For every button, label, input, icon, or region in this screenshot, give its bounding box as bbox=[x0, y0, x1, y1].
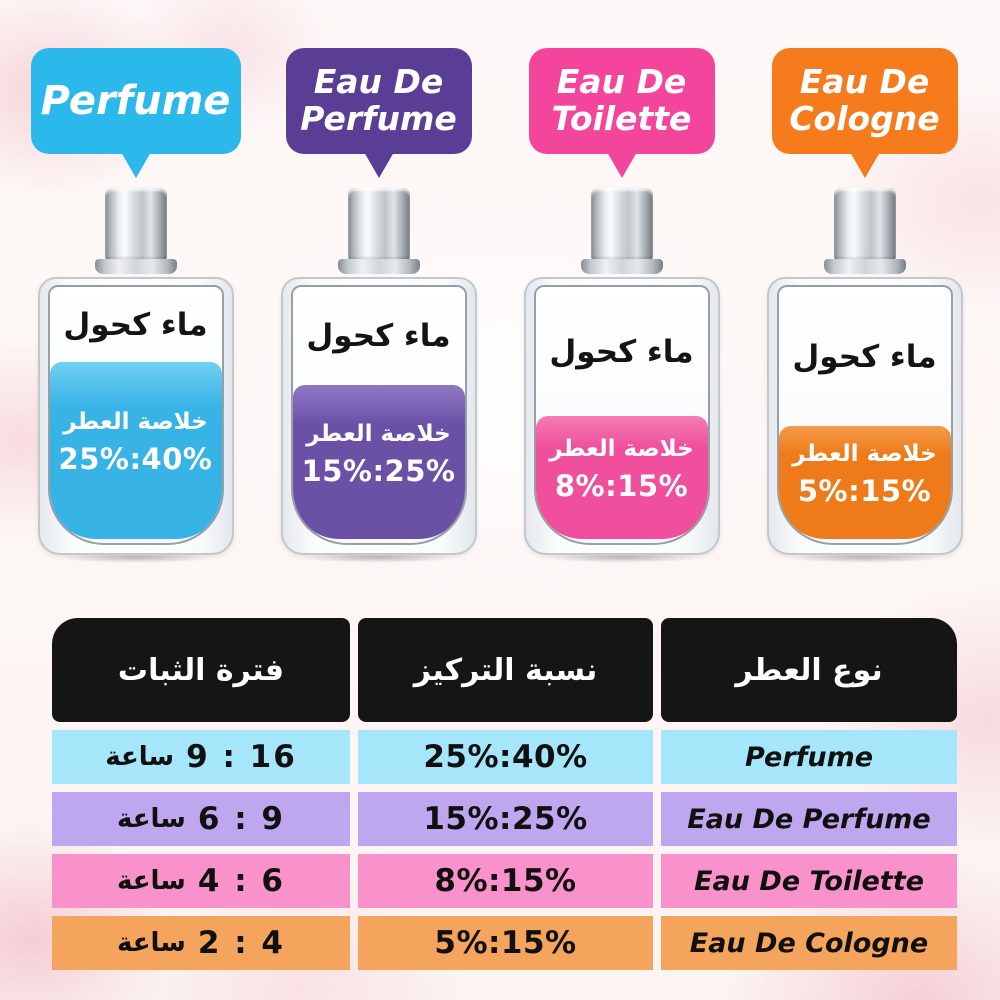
bottle-collar bbox=[580, 259, 663, 274]
bubble-label-line1: Perfume bbox=[40, 77, 231, 124]
bottle-inner: ماء كحول خلاصة العطر 15%:25% bbox=[290, 285, 467, 545]
eau-de-perfume-bottle: ماء كحول خلاصة العطر 15%:25% bbox=[271, 188, 486, 565]
bubble-label-line1: Eau De bbox=[799, 62, 930, 102]
bottle-cap bbox=[104, 188, 167, 260]
bubble-tail bbox=[120, 152, 151, 178]
eau-de-cologne-liquid: خلاصة العطر 5%:15% bbox=[778, 426, 951, 539]
essence-label: خلاصة العطر bbox=[792, 441, 937, 468]
duration-cell: ساعة 6 : 9 bbox=[52, 792, 350, 846]
essence-label: خلاصة العطر bbox=[549, 436, 694, 463]
column-perfume: Perfume ماء كحول خلاصة العطر 25%:40% bbox=[14, 0, 257, 565]
type-cell: Eau De Toilette bbox=[661, 854, 957, 908]
bubble-tail bbox=[849, 152, 880, 178]
alcohol-water-label: ماء كحول bbox=[549, 333, 694, 370]
bottle-inner: ماء كحول خلاصة العطر 25%:40% bbox=[47, 285, 224, 545]
hours-range: 2 : 4 bbox=[197, 925, 285, 961]
bubble-label-line1: Eau De bbox=[556, 62, 687, 102]
duration-cell: ساعة 4 : 6 bbox=[52, 854, 350, 908]
concentration-value: 8%:15% bbox=[554, 469, 689, 504]
duration-cell: ساعة 9 : 16 bbox=[52, 730, 350, 784]
bottle-columns: Perfume ماء كحول خلاصة العطر 25%:40% bbox=[14, 0, 986, 565]
bottle-body: ماء كحول خلاصة العطر 25%:40% bbox=[37, 277, 234, 555]
type-cell: Eau De Cologne bbox=[661, 916, 957, 970]
bubble-tail bbox=[363, 152, 394, 178]
header-concentration: نسبة التركيز bbox=[358, 618, 653, 722]
hours-range: 9 : 16 bbox=[186, 739, 297, 775]
type-cell: Eau De Perfume bbox=[661, 792, 957, 846]
eau-de-toilette-label-bubble: Eau De Toilette bbox=[528, 48, 715, 154]
alcohol-water-label: ماء كحول bbox=[63, 306, 208, 343]
bottle-body: ماء كحول خلاصة العطر 5%:15% bbox=[766, 277, 963, 555]
eau-de-cologne-label-bubble: Eau De Cologne bbox=[771, 48, 958, 154]
bubble-label-line1: Eau De bbox=[313, 62, 444, 102]
essence-label: خلاصة العطر bbox=[306, 420, 451, 447]
hours-unit: ساعة bbox=[117, 928, 186, 958]
bottle-cap bbox=[833, 188, 896, 260]
duration-cell: ساعة 2 : 4 bbox=[52, 916, 350, 970]
column-eau-de-toilette: Eau De Toilette ماء كحول خلاصة العطر 8%:… bbox=[500, 0, 743, 565]
alcohol-water-label: ماء كحول bbox=[306, 318, 451, 355]
hours-unit: ساعة bbox=[105, 742, 175, 772]
eau-de-cologne-bottle: ماء كحول خلاصة العطر 5%:15% bbox=[757, 188, 972, 565]
bottle-body: ماء كحول خلاصة العطر 8%:15% bbox=[523, 277, 720, 555]
concentration-cell: 25%:40% bbox=[358, 730, 653, 784]
bottle-cap bbox=[347, 188, 410, 260]
eau-de-perfume-liquid: خلاصة العطر 15%:25% bbox=[292, 385, 465, 539]
bottle-body: ماء كحول خلاصة العطر 15%:25% bbox=[280, 277, 477, 555]
perfume-label-bubble: Perfume bbox=[30, 48, 241, 154]
type-cell: Perfume bbox=[661, 730, 957, 784]
alcohol-water-label: ماء كحول bbox=[792, 338, 937, 375]
hours-unit: ساعة bbox=[117, 866, 186, 896]
essence-label: خلاصة العطر bbox=[63, 409, 208, 436]
concentration-cell: 5%:15% bbox=[358, 916, 653, 970]
eau-de-toilette-bottle: ماء كحول خلاصة العطر 8%:15% bbox=[514, 188, 729, 565]
column-eau-de-perfume: Eau De Perfume ماء كحول خلاصة العطر 15%:… bbox=[257, 0, 500, 565]
concentration-cell: 8%:15% bbox=[358, 854, 653, 908]
concentration-cell: 15%:25% bbox=[358, 792, 653, 846]
eau-de-perfume-label-bubble: Eau De Perfume bbox=[285, 48, 472, 154]
bubble-tail bbox=[606, 152, 637, 178]
perfume-liquid: خلاصة العطر 25%:40% bbox=[49, 362, 222, 539]
concentration-value: 5%:15% bbox=[797, 474, 932, 509]
bottle-collar bbox=[823, 259, 906, 274]
eau-de-toilette-liquid: خلاصة العطر 8%:15% bbox=[535, 416, 708, 539]
header-duration: فترة الثبات bbox=[52, 618, 350, 722]
hours-range: 6 : 9 bbox=[197, 801, 285, 837]
comparison-table: فترة الثبات نسبة التركيز نوع العطر ساعة … bbox=[52, 618, 957, 970]
perfume-bottle: ماء كحول خلاصة العطر 25%:40% bbox=[28, 188, 243, 565]
bubble-label-line2: Toilette bbox=[551, 99, 692, 138]
bubble-label-line2: Perfume bbox=[300, 99, 457, 138]
hours-range: 4 : 6 bbox=[197, 863, 285, 899]
column-eau-de-cologne: Eau De Cologne ماء كحول خلاصة العطر 5%:1… bbox=[743, 0, 986, 565]
hours-unit: ساعة bbox=[117, 804, 186, 834]
bottle-inner: ماء كحول خلاصة العطر 5%:15% bbox=[776, 285, 953, 545]
concentration-value: 25%:40% bbox=[58, 442, 213, 477]
bottle-inner: ماء كحول خلاصة العطر 8%:15% bbox=[533, 285, 710, 545]
bottle-cap bbox=[590, 188, 653, 260]
bottle-collar bbox=[337, 259, 420, 274]
header-type: نوع العطر bbox=[661, 618, 957, 722]
bottle-collar bbox=[94, 259, 177, 274]
bubble-label-line2: Cologne bbox=[789, 99, 940, 138]
concentration-value: 15%:25% bbox=[301, 453, 456, 488]
